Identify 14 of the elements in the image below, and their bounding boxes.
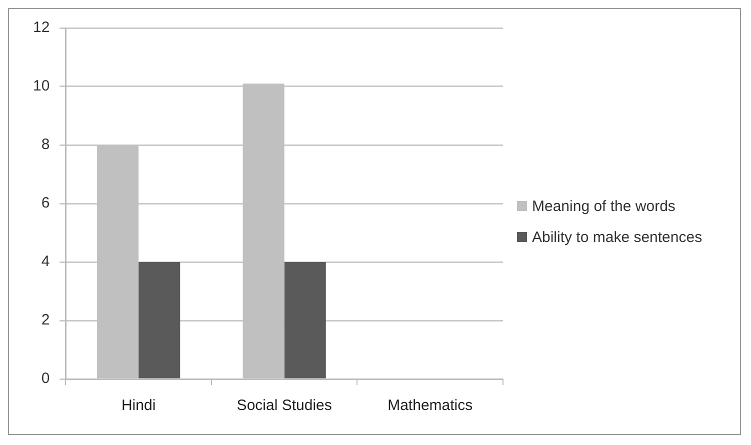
y-tick-label: 12 [32,19,50,36]
y-tick-label: 8 [41,136,50,154]
legend-label: Meaning of the words [532,198,676,214]
y-tick-label: 6 [41,194,50,212]
y-tick-label: 0 [41,370,50,388]
x-tick-label: Mathematics [388,397,473,414]
x-tick-label: Social Studies [236,397,332,414]
y-tick-label: 4 [41,253,50,270]
y-tick-label: 10 [32,78,50,95]
bar [138,262,180,378]
x-tick-label: Hindi [121,397,156,414]
legend-label: Ability to make sentences [532,228,702,246]
bar [284,262,326,378]
y-tick-label: 2 [41,312,50,329]
